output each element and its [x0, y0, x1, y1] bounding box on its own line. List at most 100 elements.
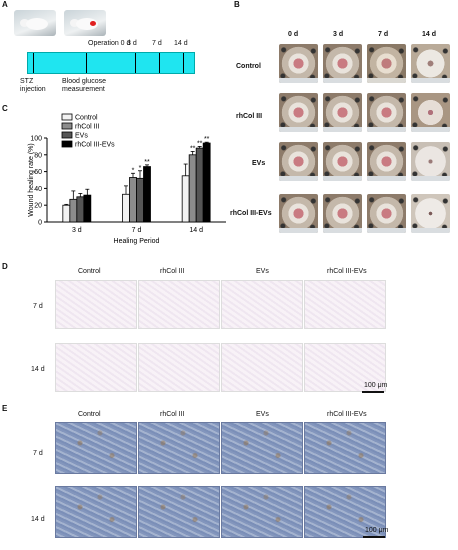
ihc-image	[55, 486, 137, 538]
bar	[181, 175, 190, 223]
wound-photo	[367, 44, 406, 83]
row-label-rhcol: rhCol III	[236, 113, 263, 120]
significance-mark: **	[144, 159, 150, 166]
panel-label-e: E	[2, 404, 8, 413]
wound-photo	[279, 44, 318, 83]
wound-photo	[323, 44, 362, 83]
bar	[69, 198, 78, 223]
wound-photo	[279, 142, 318, 181]
stz-injection-label: STZ injection	[20, 78, 46, 93]
x-tick-label: 14 d	[189, 227, 203, 234]
row-label-evs: EVs	[252, 160, 266, 167]
col-header-0d: 0 d	[288, 31, 299, 38]
ihc-col-evs: EVs	[256, 411, 269, 418]
row-label-control: Control	[236, 63, 261, 70]
col-header-7d: 7 d	[378, 31, 389, 38]
legend-swatch	[61, 140, 73, 148]
bar	[188, 154, 197, 223]
timepoint-label-7d: 7 d	[152, 40, 162, 47]
operation-label: Operation 0 d	[88, 40, 131, 47]
y-tick-label: 100	[30, 136, 42, 143]
panel-label-c: C	[2, 104, 8, 113]
wound-photo	[279, 93, 318, 132]
legend-label: EVs	[75, 133, 88, 140]
ihc-image	[138, 486, 220, 538]
experiment-timeline	[27, 52, 195, 74]
ihc-col-rhcol: rhCol III	[160, 411, 185, 418]
he-image	[55, 280, 137, 329]
he-row-14d: 14 d	[31, 366, 45, 373]
ihc-row-14d: 14 d	[31, 516, 45, 523]
wound-photo	[411, 93, 450, 132]
wound-photo	[411, 194, 450, 233]
bar	[129, 177, 137, 223]
he-col-evs: EVs	[256, 268, 269, 275]
he-col-control: Control	[78, 268, 101, 275]
he-image	[304, 343, 386, 392]
bar	[202, 142, 211, 223]
bar	[83, 194, 92, 223]
wound-photo	[411, 142, 450, 181]
legend-label: Control	[75, 115, 98, 122]
bar	[122, 193, 130, 223]
he-image	[138, 343, 220, 392]
glucose-measurement-label: Blood glucose measurement	[62, 78, 106, 93]
mouse-photo-before	[14, 10, 56, 36]
y-tick-label: 80	[34, 152, 42, 159]
ihc-image	[55, 422, 137, 474]
significance-mark: *	[139, 165, 142, 172]
legend-swatch	[61, 113, 73, 121]
he-image	[138, 280, 220, 329]
wound-photo	[323, 93, 362, 132]
row-label-rhcol-evs: rhCol III-EVs	[230, 210, 272, 217]
ihc-image	[138, 422, 220, 474]
he-col-rhcol-evs: rhCol III-EVs	[327, 268, 367, 275]
bar	[195, 147, 204, 223]
wound-photo	[367, 142, 406, 181]
panel-label-b: B	[234, 0, 240, 9]
ihc-scale-label: 100 μm	[365, 527, 389, 534]
ihc-image	[221, 486, 303, 538]
he-scale-bar	[362, 391, 384, 393]
wound-photo	[411, 44, 450, 83]
legend-swatch	[61, 131, 73, 139]
wound-photo	[323, 194, 362, 233]
he-col-rhcol: rhCol III	[160, 268, 185, 275]
ihc-scale-bar	[363, 536, 385, 538]
col-header-14d: 14 d	[422, 31, 437, 38]
he-image	[55, 343, 137, 392]
he-scale-label: 100 μm	[364, 382, 388, 389]
bar	[62, 204, 71, 223]
ihc-col-rhcol-evs: rhCol III-EVs	[327, 411, 367, 418]
panel-label-d: D	[2, 262, 8, 271]
ihc-row-7d: 7 d	[33, 450, 43, 457]
col-header-3d: 3 d	[333, 31, 344, 38]
x-axis-label: Healing Period	[114, 238, 160, 245]
bar	[136, 177, 144, 223]
wound-photo	[367, 93, 406, 132]
y-axis-label: Wound healing rate (%)	[28, 143, 35, 216]
timepoint-label-14d: 14 d	[174, 40, 188, 47]
significance-mark: **	[190, 145, 196, 152]
he-image	[221, 343, 303, 392]
ihc-col-control: Control	[78, 411, 101, 418]
significance-mark: *	[132, 167, 135, 174]
legend-swatch	[61, 122, 73, 130]
panel-label-a: A	[2, 0, 8, 9]
x-tick-label: 3 d	[72, 227, 82, 234]
ihc-image	[221, 422, 303, 474]
y-tick-label: 60	[34, 169, 42, 176]
x-tick-label: 7 d	[132, 227, 142, 234]
he-row-7d: 7 d	[33, 303, 43, 310]
y-tick-label: 40	[34, 186, 42, 193]
timepoint-label-3d: 3 d	[127, 40, 137, 47]
bar	[143, 166, 151, 223]
he-image	[221, 280, 303, 329]
bar	[76, 196, 85, 223]
wound-photo	[367, 194, 406, 233]
wound-photo	[279, 194, 318, 233]
y-tick-label: 0	[38, 220, 42, 227]
significance-mark: **	[197, 140, 203, 147]
he-image	[304, 280, 386, 329]
